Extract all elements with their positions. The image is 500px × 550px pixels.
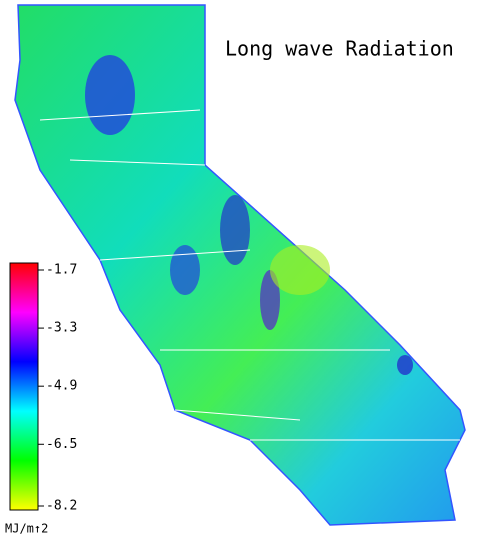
colorbar (9, 262, 39, 511)
colorbar-tick-label: -4.9 (46, 379, 77, 394)
california-map (14, 4, 466, 526)
colorbar-tick-label: -6.5 (46, 437, 77, 452)
map-title: Long wave Radiation (225, 37, 454, 61)
colorbar-tick-label: -8.2 (46, 499, 77, 514)
colorbar-tick-label: -1.7 (46, 263, 77, 278)
colorbar-label: MJ/m↑2 (5, 522, 48, 536)
colorbar-tick-label: -3.3 (46, 321, 77, 336)
